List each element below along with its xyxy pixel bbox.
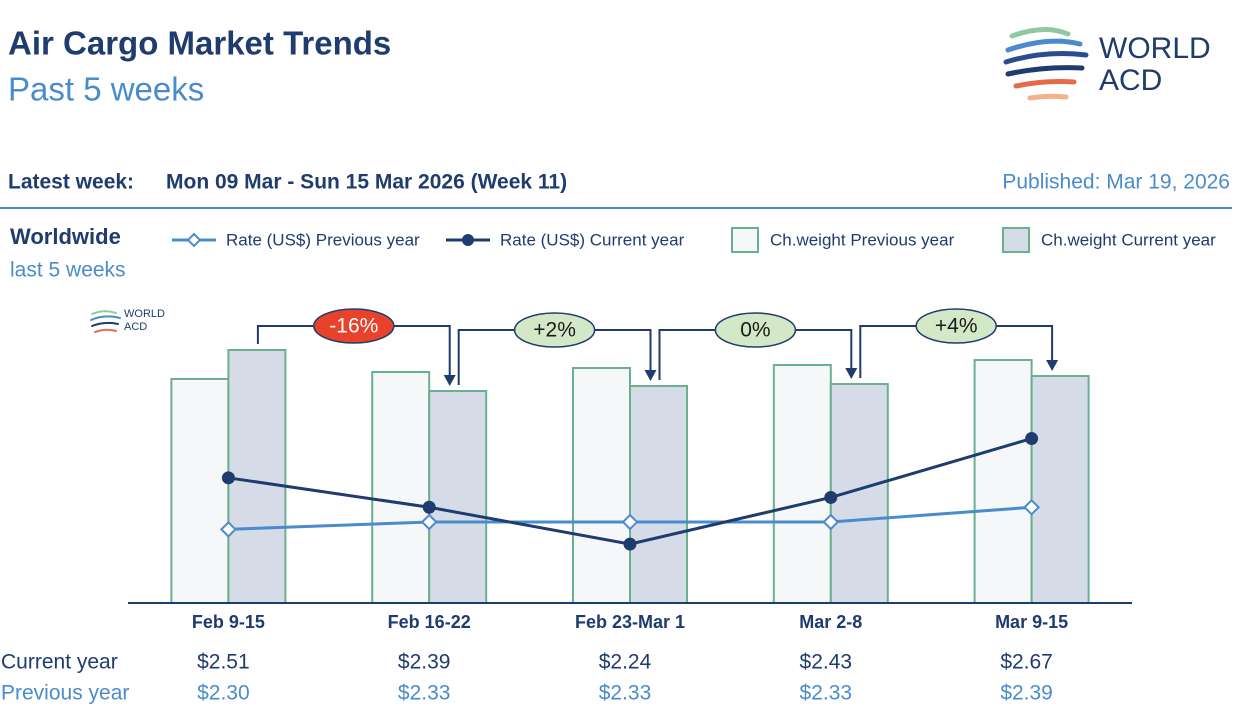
legend-label: Ch.weight Previous year — [770, 230, 955, 249]
table-value: $2.39 — [1000, 682, 1053, 705]
rate-marker — [1025, 432, 1039, 446]
rate-marker — [623, 537, 637, 551]
table-value: $2.24 — [599, 651, 652, 674]
legend-marker — [462, 234, 474, 246]
legend-label: Ch.weight Current year — [1041, 230, 1216, 249]
x-tick-label: Mar 9-15 — [995, 612, 1068, 632]
bar — [629, 385, 688, 604]
mini-logo — [90, 310, 121, 333]
change-arrow — [644, 370, 657, 381]
bar — [371, 371, 431, 604]
change-badge — [714, 312, 797, 348]
rate-marker — [219, 520, 237, 538]
table-value: $2.51 — [197, 651, 250, 674]
table-value: $2.30 — [197, 682, 250, 705]
change-arrow — [845, 368, 858, 379]
rate-marker — [621, 513, 639, 531]
legend-label: Rate (US$) Previous year — [226, 230, 420, 249]
region: Worldwide — [10, 224, 121, 249]
change-label: 0% — [740, 319, 770, 342]
bar — [428, 390, 488, 604]
published: Published: Mar 19, 2026 — [1002, 171, 1230, 194]
table-value: $2.67 — [1000, 651, 1053, 674]
table-value: $2.33 — [398, 682, 451, 705]
region-subtitle: last 5 weeks — [10, 259, 126, 282]
rate-marker — [420, 513, 438, 531]
latest-value: Mon 09 Mar - Sun 15 Mar 2026 (Week 11) — [166, 171, 567, 194]
rate-marker — [221, 471, 235, 485]
bar — [1030, 375, 1090, 604]
change-arrow — [1046, 360, 1059, 371]
mini-logo-text: ACD — [124, 321, 147, 333]
rate-marker — [1023, 498, 1041, 516]
bar — [572, 367, 631, 604]
table-value: $2.33 — [800, 682, 853, 705]
x-tick-label: Feb 16-22 — [388, 612, 471, 632]
legend-marker — [186, 232, 202, 248]
table-value: $2.39 — [398, 651, 451, 674]
change-label: +2% — [533, 319, 576, 342]
subtitle: Past 5 weeks — [8, 71, 204, 108]
bar — [973, 359, 1033, 604]
rate-marker — [422, 500, 436, 514]
x-tick-label: Feb 23-Mar 1 — [575, 612, 685, 632]
rate-marker — [824, 490, 838, 504]
logo-text: ACD — [1099, 64, 1162, 97]
table-value: $2.33 — [599, 682, 652, 705]
table-row-label: Current year — [1, 651, 118, 674]
logo-text: WORLD — [1099, 32, 1211, 65]
latest-label: Latest week: — [8, 171, 134, 194]
bar — [227, 349, 287, 604]
x-tick-label: Feb 9-15 — [192, 612, 265, 632]
mini-logo-text: WORLD — [124, 308, 165, 320]
table-row-label: Previous year — [1, 682, 129, 705]
legend-swatch — [731, 227, 759, 253]
change-label: -16% — [329, 315, 378, 338]
table-value: $2.43 — [800, 651, 853, 674]
change-label: +4% — [935, 315, 978, 338]
rate-marker — [822, 513, 840, 531]
change-arrow — [443, 375, 456, 386]
change-badge — [915, 308, 997, 344]
change-badge — [513, 312, 596, 348]
x-tick-label: Mar 2-8 — [799, 612, 862, 632]
legend-swatch — [1002, 227, 1030, 253]
bar — [772, 364, 832, 604]
change-badge — [313, 308, 395, 344]
legend-label: Rate (US$) Current year — [500, 230, 685, 249]
logo — [1003, 27, 1089, 101]
bar — [170, 378, 230, 604]
title: Air Cargo Market Trends — [8, 25, 391, 62]
